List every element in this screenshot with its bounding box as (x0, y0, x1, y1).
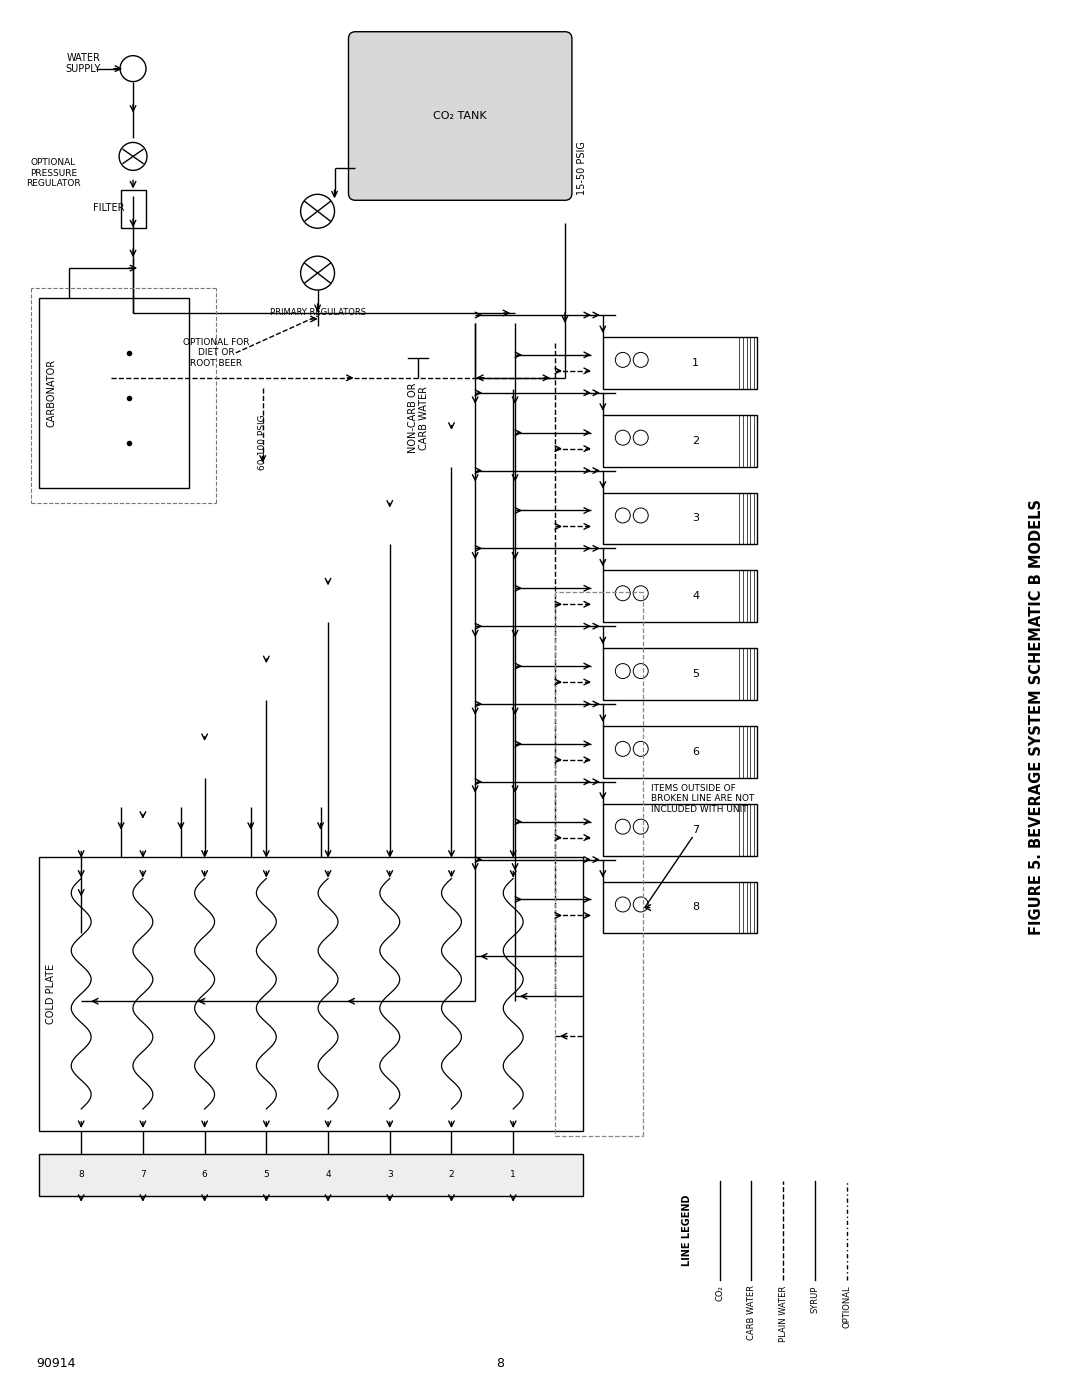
Text: CARB WATER: CARB WATER (747, 1285, 756, 1341)
Text: 2: 2 (692, 436, 699, 446)
Text: 6: 6 (202, 1171, 207, 1179)
Text: OPTIONAL FOR
DIET OR
ROOT BEER: OPTIONAL FOR DIET OR ROOT BEER (183, 338, 249, 367)
Text: OPTIONAL
PRESSURE
REGULATOR: OPTIONAL PRESSURE REGULATOR (26, 158, 81, 189)
Text: WATER
SUPPLY: WATER SUPPLY (66, 53, 100, 74)
Text: COLD PLATE: COLD PLATE (46, 964, 56, 1024)
Text: 8: 8 (692, 902, 699, 912)
Text: 7: 7 (140, 1171, 146, 1179)
Text: LINE LEGEND: LINE LEGEND (681, 1194, 691, 1266)
Text: 7: 7 (692, 824, 699, 834)
Text: PRIMARY REGULATORS: PRIMARY REGULATORS (270, 309, 365, 317)
Text: 15-50 PSIG: 15-50 PSIG (577, 141, 586, 196)
Text: 4: 4 (692, 591, 699, 601)
Text: FILTER: FILTER (93, 204, 125, 214)
Bar (603, 337, 757, 388)
Text: 6: 6 (692, 747, 699, 757)
Text: 1: 1 (692, 358, 699, 367)
Bar (603, 648, 757, 700)
Text: 4: 4 (325, 1171, 330, 1179)
Bar (603, 726, 757, 778)
Text: 3: 3 (387, 1171, 393, 1179)
Text: CO₂: CO₂ (715, 1285, 724, 1301)
Text: 2: 2 (448, 1171, 455, 1179)
Text: 3: 3 (692, 514, 699, 524)
Text: ITEMS OUTSIDE OF
BROKEN LINE ARE NOT
INCLUDED WITH UNIT: ITEMS OUTSIDE OF BROKEN LINE ARE NOT INC… (651, 784, 754, 813)
FancyBboxPatch shape (349, 32, 572, 200)
Bar (603, 415, 757, 467)
Text: 5: 5 (264, 1171, 269, 1179)
Bar (603, 570, 757, 622)
Text: CARBONATOR: CARBONATOR (46, 359, 56, 427)
Text: 8: 8 (496, 1358, 504, 1370)
Bar (121, 190, 146, 228)
Text: 5: 5 (692, 669, 699, 679)
Bar (603, 803, 757, 855)
Text: 60-100 PSIG: 60-100 PSIG (258, 415, 267, 471)
Text: OPTIONAL: OPTIONAL (842, 1285, 852, 1329)
Bar (603, 493, 757, 545)
Text: CO₂ TANK: CO₂ TANK (433, 110, 487, 122)
Text: 8: 8 (79, 1171, 84, 1179)
Bar (39, 856, 583, 1132)
Bar (39, 298, 189, 488)
Bar (39, 1154, 583, 1196)
Text: 1: 1 (511, 1171, 516, 1179)
Bar (603, 882, 757, 933)
Text: 90914: 90914 (37, 1358, 76, 1370)
Text: PLAIN WATER: PLAIN WATER (779, 1285, 788, 1341)
Text: FIGURE 5. BEVERAGE SYSTEM SCHEMATIC B MODELS: FIGURE 5. BEVERAGE SYSTEM SCHEMATIC B MO… (1029, 499, 1044, 935)
Text: NON-CARB OR
CARB WATER: NON-CARB OR CARB WATER (407, 383, 429, 453)
Text: SYRUP: SYRUP (811, 1285, 820, 1313)
